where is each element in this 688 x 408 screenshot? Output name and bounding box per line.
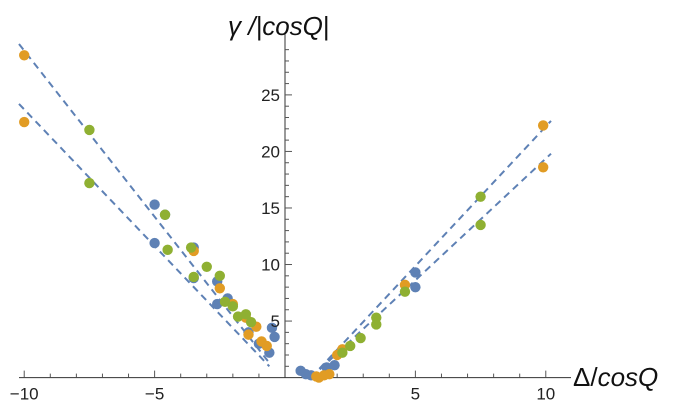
- data-point-blue: [149, 199, 160, 210]
- tick-labels: −10 −5 5 10 5 10 15 20 25: [10, 86, 555, 404]
- data-point-green: [475, 191, 486, 202]
- data-point-blue: [211, 298, 223, 310]
- data-point-blue: [269, 331, 280, 343]
- data-point-green: [355, 332, 366, 344]
- data-point-green: [337, 347, 348, 358]
- data-point-green: [227, 301, 239, 312]
- fit-line: [310, 120, 552, 379]
- y-tick-label: 25: [261, 86, 280, 105]
- data-point-orange: [537, 162, 549, 173]
- data-points: [19, 50, 549, 383]
- data-point-green: [201, 261, 212, 272]
- data-point-green: [475, 219, 486, 231]
- data-point-green: [399, 286, 411, 297]
- data-point-orange: [19, 116, 30, 128]
- data-point-blue: [149, 237, 160, 249]
- y-tick-label: 20: [261, 142, 280, 161]
- data-point-blue: [329, 359, 340, 371]
- data-point-orange: [214, 283, 226, 294]
- y-axis-title: γ /|cosQ|: [228, 11, 330, 41]
- data-point-green: [84, 124, 95, 136]
- data-point-green: [371, 319, 382, 330]
- axes: [19, 34, 571, 379]
- data-point-green: [84, 177, 95, 189]
- data-point-green: [188, 271, 199, 283]
- data-point-blue: [410, 267, 421, 278]
- data-point-green: [162, 244, 173, 256]
- x-tick-label: 5: [411, 385, 420, 404]
- data-point-blue: [410, 281, 421, 293]
- data-point-green: [219, 296, 231, 308]
- x-tick-label: −10: [10, 385, 39, 404]
- x-tick-label: −5: [145, 385, 164, 404]
- data-point-blue: [266, 322, 278, 334]
- y-tick-label: 15: [261, 199, 280, 218]
- fit-line: [310, 152, 552, 379]
- data-point-green: [344, 340, 356, 352]
- data-point-orange: [19, 50, 30, 61]
- data-point-orange: [261, 340, 272, 352]
- data-point-green: [185, 242, 197, 253]
- fit-line: [18, 43, 271, 364]
- fit-line: [18, 103, 271, 367]
- x-tick-label: 10: [536, 385, 555, 404]
- data-point-green: [232, 311, 244, 322]
- data-point-green: [240, 309, 252, 320]
- data-point-orange: [537, 120, 549, 131]
- data-point-green: [159, 209, 171, 220]
- data-point-green: [214, 270, 226, 282]
- y-tick-label: 10: [261, 256, 280, 275]
- fit-lines: [18, 43, 552, 379]
- y-tick-label: 5: [271, 312, 280, 331]
- data-point-orange: [243, 329, 254, 340]
- data-point-green: [245, 316, 257, 328]
- data-point-orange: [324, 369, 335, 380]
- x-axis-title: Δ/cosQ: [573, 362, 658, 392]
